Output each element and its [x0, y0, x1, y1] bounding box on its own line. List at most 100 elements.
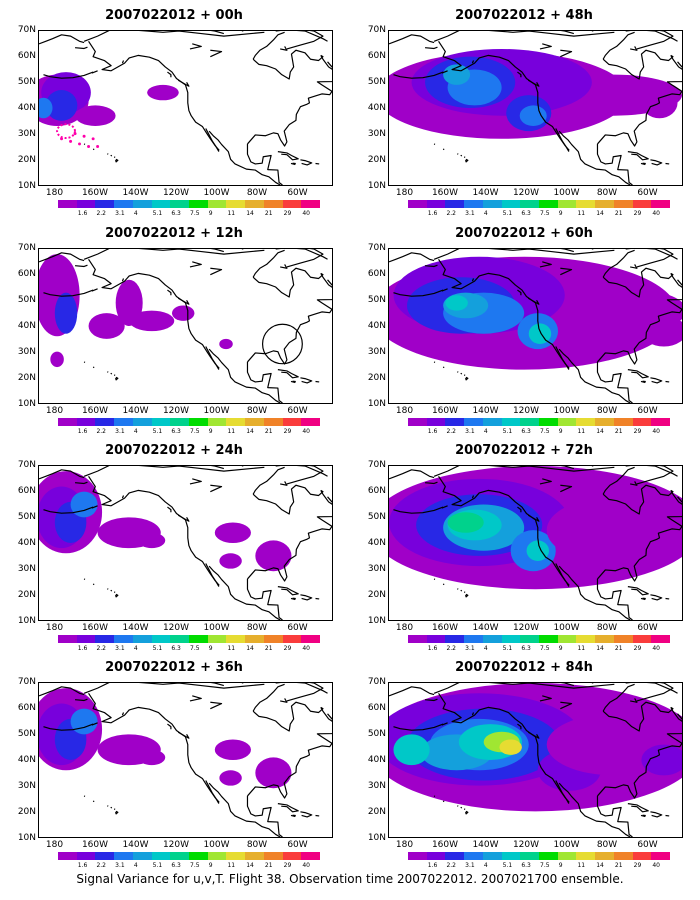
colorbar-swatch: [282, 418, 302, 426]
coastline: [460, 372, 463, 375]
latitude-label: 20N: [17, 590, 36, 600]
colorbar-swatch: [58, 418, 77, 426]
colorbar-swatch: [114, 200, 133, 208]
variance-contour: [214, 522, 251, 543]
variance-contour: [219, 770, 242, 786]
longitude-label: 80W: [596, 406, 618, 416]
panel-title: 2007022012 + 24h: [105, 443, 243, 458]
coastline: [425, 46, 438, 50]
coastline: [425, 698, 438, 702]
longitude-label: 80W: [596, 623, 618, 633]
colorbar-label: 4: [483, 428, 488, 435]
colorbar-swatch: [557, 418, 577, 426]
variance-contour: [255, 757, 292, 789]
latitude-label: 30N: [367, 781, 386, 791]
colorbar-label: 6.3: [521, 862, 531, 869]
latitude-label: 20N: [367, 373, 386, 383]
coastline: [560, 31, 575, 35]
colorbar-swatch: [189, 852, 208, 860]
variance-map: [388, 248, 683, 404]
colorbar-label: 14: [246, 645, 254, 652]
target-circle: [261, 323, 303, 365]
colorbar-swatch: [651, 635, 671, 643]
colorbar-swatch: [632, 418, 652, 426]
colorbar-label: 40: [302, 645, 310, 652]
coastline: [425, 264, 438, 268]
longitude-label: 120W: [162, 406, 190, 416]
variance-map: [38, 682, 333, 838]
colorbar-label: 5.1: [502, 862, 513, 869]
colorbar-swatch: [501, 418, 521, 426]
colorbar-swatch: [651, 200, 671, 208]
colorbar-swatch: [595, 200, 614, 208]
latitude-label: 30N: [17, 347, 36, 357]
colorbar-label: 11: [577, 210, 586, 217]
colorbar-swatch: [114, 418, 133, 426]
coastline: [252, 49, 324, 80]
coastline: [300, 811, 313, 818]
colorbar-swatch: [226, 200, 246, 208]
coastline: [527, 514, 540, 522]
latitude-label: 10N: [17, 616, 36, 626]
colorbar-label: 7.5: [190, 428, 200, 435]
coastline: [246, 578, 283, 620]
latitude-label: 70N: [367, 677, 386, 687]
colorbar-label: 9: [558, 210, 563, 217]
colorbar-label: 2.2: [96, 210, 106, 217]
coastline: [433, 249, 615, 260]
latitude-label: 70N: [17, 243, 36, 253]
colorbar-swatch: [226, 635, 246, 643]
colorbar-swatch: [576, 418, 596, 426]
colorbar-label: 4: [133, 862, 138, 869]
colorbar-swatch: [245, 635, 264, 643]
coastline: [205, 128, 220, 152]
colorbar-label: 7.5: [540, 428, 550, 435]
colorbar: [408, 852, 671, 860]
colorbar-labels: 1.6 2.2 3.1 4 5.1 6.3 7.5 9 11 14 21 29 40: [58, 427, 320, 436]
coastline: [210, 701, 223, 710]
colorbar-label: 14: [596, 210, 604, 217]
coastline: [393, 289, 444, 297]
colorbar-label: 21: [264, 645, 273, 652]
colorbar-label: 29: [633, 428, 642, 435]
coastline: [208, 130, 281, 185]
colorbar-label: 40: [302, 428, 310, 435]
coastline: [277, 369, 299, 379]
coastline: [189, 695, 202, 702]
colorbar-swatch: [539, 418, 558, 426]
map-panel: 2007022012 + 00h 70N 60N 50N 40N 30N 20N 10N 180…: [4, 8, 344, 220]
coastline: [640, 162, 646, 166]
colorbar-label: 9: [558, 862, 563, 869]
colorbar-label: 11: [227, 210, 236, 217]
colorbar-swatch: [245, 200, 264, 208]
coastline: [290, 162, 296, 166]
panel-title: 2007022012 + 72h: [455, 443, 593, 458]
coastline: [115, 158, 119, 163]
panel-title: 2007022012 + 60h: [455, 226, 593, 241]
variance-map: [388, 30, 683, 186]
coastline: [555, 128, 570, 152]
longitude-label: 100W: [203, 840, 230, 850]
coastline: [275, 31, 328, 42]
colorbar-swatch: [114, 852, 133, 860]
coastline: [252, 267, 324, 298]
colorbar: [408, 200, 671, 208]
coastline: [602, 249, 635, 278]
coastline: [597, 707, 682, 799]
colorbar-swatch: [132, 635, 152, 643]
coastline: [627, 586, 649, 596]
coastline: [290, 597, 296, 601]
coastline: [210, 31, 225, 35]
colorbar-label: 40: [652, 428, 660, 435]
latitude-label: 20N: [17, 807, 36, 817]
longitude-label: 120W: [512, 840, 540, 850]
colorbar-swatch: [632, 852, 652, 860]
colorbar-label: 29: [633, 210, 642, 217]
variance-contour: [75, 105, 116, 126]
coastline: [460, 154, 463, 157]
coastline: [83, 683, 265, 694]
colorbar-swatch: [282, 635, 302, 643]
coastline: [177, 514, 190, 522]
colorbar-swatch: [632, 635, 652, 643]
coastline: [39, 34, 85, 45]
